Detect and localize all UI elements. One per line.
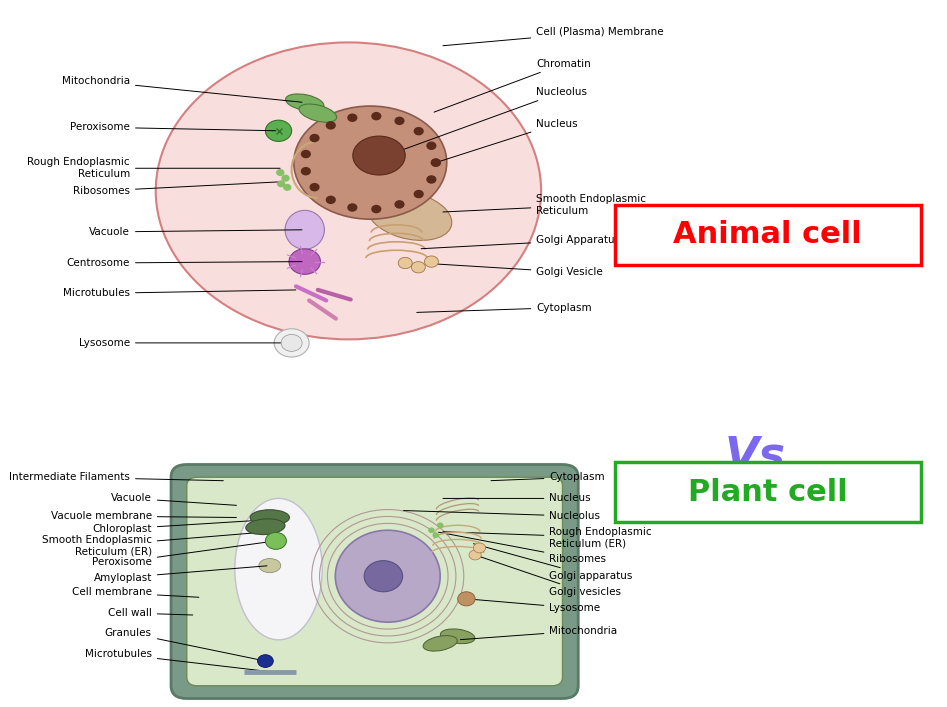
Circle shape bbox=[399, 257, 412, 269]
Ellipse shape bbox=[250, 510, 290, 525]
Text: Amyloplast: Amyloplast bbox=[94, 566, 267, 583]
Circle shape bbox=[327, 197, 335, 204]
Ellipse shape bbox=[235, 498, 322, 640]
FancyBboxPatch shape bbox=[615, 205, 920, 265]
Ellipse shape bbox=[155, 42, 541, 339]
Circle shape bbox=[265, 120, 292, 141]
Text: Animal cell: Animal cell bbox=[673, 220, 862, 250]
Ellipse shape bbox=[335, 530, 440, 622]
Text: Cell (Plasma) Membrane: Cell (Plasma) Membrane bbox=[443, 27, 664, 46]
Circle shape bbox=[258, 655, 274, 667]
Circle shape bbox=[348, 115, 357, 122]
Text: Vs: Vs bbox=[724, 435, 785, 477]
Text: Lysosome: Lysosome bbox=[79, 338, 289, 348]
Circle shape bbox=[432, 159, 440, 166]
Text: Microtubules: Microtubules bbox=[63, 288, 295, 298]
Text: Lysosome: Lysosome bbox=[469, 599, 600, 613]
Ellipse shape bbox=[294, 106, 447, 219]
Ellipse shape bbox=[440, 629, 475, 643]
Text: Ribosomes: Ribosomes bbox=[438, 532, 606, 563]
Ellipse shape bbox=[299, 104, 336, 122]
Circle shape bbox=[372, 206, 381, 213]
Text: Smooth Endoplasmic
Reticulum: Smooth Endoplasmic Reticulum bbox=[443, 194, 646, 216]
Circle shape bbox=[277, 181, 285, 187]
Text: Golgi Vesicle: Golgi Vesicle bbox=[435, 264, 603, 277]
Text: Cell wall: Cell wall bbox=[108, 608, 193, 618]
Ellipse shape bbox=[367, 191, 452, 240]
Circle shape bbox=[289, 249, 320, 274]
Text: Nucleolus: Nucleolus bbox=[399, 87, 587, 151]
Text: Cell membrane: Cell membrane bbox=[72, 588, 199, 597]
Circle shape bbox=[277, 170, 284, 175]
Circle shape bbox=[438, 523, 443, 527]
Circle shape bbox=[427, 176, 436, 183]
Circle shape bbox=[282, 175, 289, 181]
Ellipse shape bbox=[423, 636, 457, 651]
Circle shape bbox=[348, 204, 357, 211]
Text: Plant cell: Plant cell bbox=[688, 477, 848, 507]
Text: Chloroplast: Chloroplast bbox=[92, 520, 267, 534]
Circle shape bbox=[432, 159, 440, 166]
FancyBboxPatch shape bbox=[187, 477, 563, 686]
Ellipse shape bbox=[285, 211, 325, 249]
Circle shape bbox=[415, 128, 423, 135]
Circle shape bbox=[427, 142, 436, 149]
Circle shape bbox=[274, 329, 309, 357]
Ellipse shape bbox=[259, 559, 280, 573]
Text: Rough Endoplasmic
Reticulum (ER): Rough Endoplasmic Reticulum (ER) bbox=[443, 527, 652, 548]
Text: Intermediate Filaments: Intermediate Filaments bbox=[9, 472, 223, 482]
Ellipse shape bbox=[246, 519, 285, 534]
Circle shape bbox=[327, 122, 335, 129]
Text: Golgi apparatus: Golgi apparatus bbox=[474, 544, 633, 581]
FancyBboxPatch shape bbox=[615, 462, 920, 522]
Text: Microtubules: Microtubules bbox=[85, 649, 267, 672]
Circle shape bbox=[395, 117, 403, 124]
Circle shape bbox=[457, 592, 475, 606]
Circle shape bbox=[429, 528, 434, 532]
Text: Rough Endoplasmic
Reticulum: Rough Endoplasmic Reticulum bbox=[27, 158, 280, 179]
Circle shape bbox=[301, 168, 311, 175]
Text: Mitochondria: Mitochondria bbox=[62, 76, 302, 103]
Text: Peroxisome: Peroxisome bbox=[92, 542, 273, 567]
Circle shape bbox=[311, 184, 319, 191]
Text: Nucleus: Nucleus bbox=[438, 119, 578, 162]
Circle shape bbox=[365, 561, 402, 592]
Circle shape bbox=[474, 543, 486, 553]
Ellipse shape bbox=[286, 94, 324, 111]
Text: Peroxisome: Peroxisome bbox=[70, 122, 276, 132]
Text: Golgi vesicles: Golgi vesicles bbox=[478, 556, 621, 597]
FancyBboxPatch shape bbox=[171, 464, 579, 699]
Text: Golgi Apparatus: Golgi Apparatus bbox=[421, 235, 620, 249]
Circle shape bbox=[433, 533, 438, 537]
Circle shape bbox=[411, 262, 425, 273]
Text: Nucleolus: Nucleolus bbox=[403, 510, 600, 521]
Circle shape bbox=[281, 334, 302, 351]
Text: Vacuole: Vacuole bbox=[111, 493, 237, 506]
Text: Ribosomes: Ribosomes bbox=[73, 182, 280, 196]
Circle shape bbox=[424, 256, 438, 267]
Text: Centrosome: Centrosome bbox=[66, 258, 302, 268]
Text: Chromatin: Chromatin bbox=[434, 59, 591, 112]
Text: Nucleus: Nucleus bbox=[443, 493, 591, 503]
Text: Cytoplasm: Cytoplasm bbox=[491, 472, 605, 482]
Text: Vacuole membrane: Vacuole membrane bbox=[51, 511, 237, 521]
Circle shape bbox=[311, 134, 319, 141]
Circle shape bbox=[265, 532, 286, 549]
Text: Smooth Endoplasmic
Reticulum (ER): Smooth Endoplasmic Reticulum (ER) bbox=[42, 532, 267, 556]
Circle shape bbox=[469, 550, 481, 560]
Text: Granules: Granules bbox=[105, 628, 262, 660]
Circle shape bbox=[284, 185, 291, 190]
Text: Cytoplasm: Cytoplasm bbox=[417, 303, 592, 312]
Circle shape bbox=[372, 112, 381, 119]
Text: Mitochondria: Mitochondria bbox=[460, 626, 617, 640]
Circle shape bbox=[395, 201, 403, 208]
Text: Vacuole: Vacuole bbox=[89, 227, 302, 237]
Circle shape bbox=[301, 151, 311, 158]
Ellipse shape bbox=[353, 136, 405, 175]
Circle shape bbox=[415, 190, 423, 197]
